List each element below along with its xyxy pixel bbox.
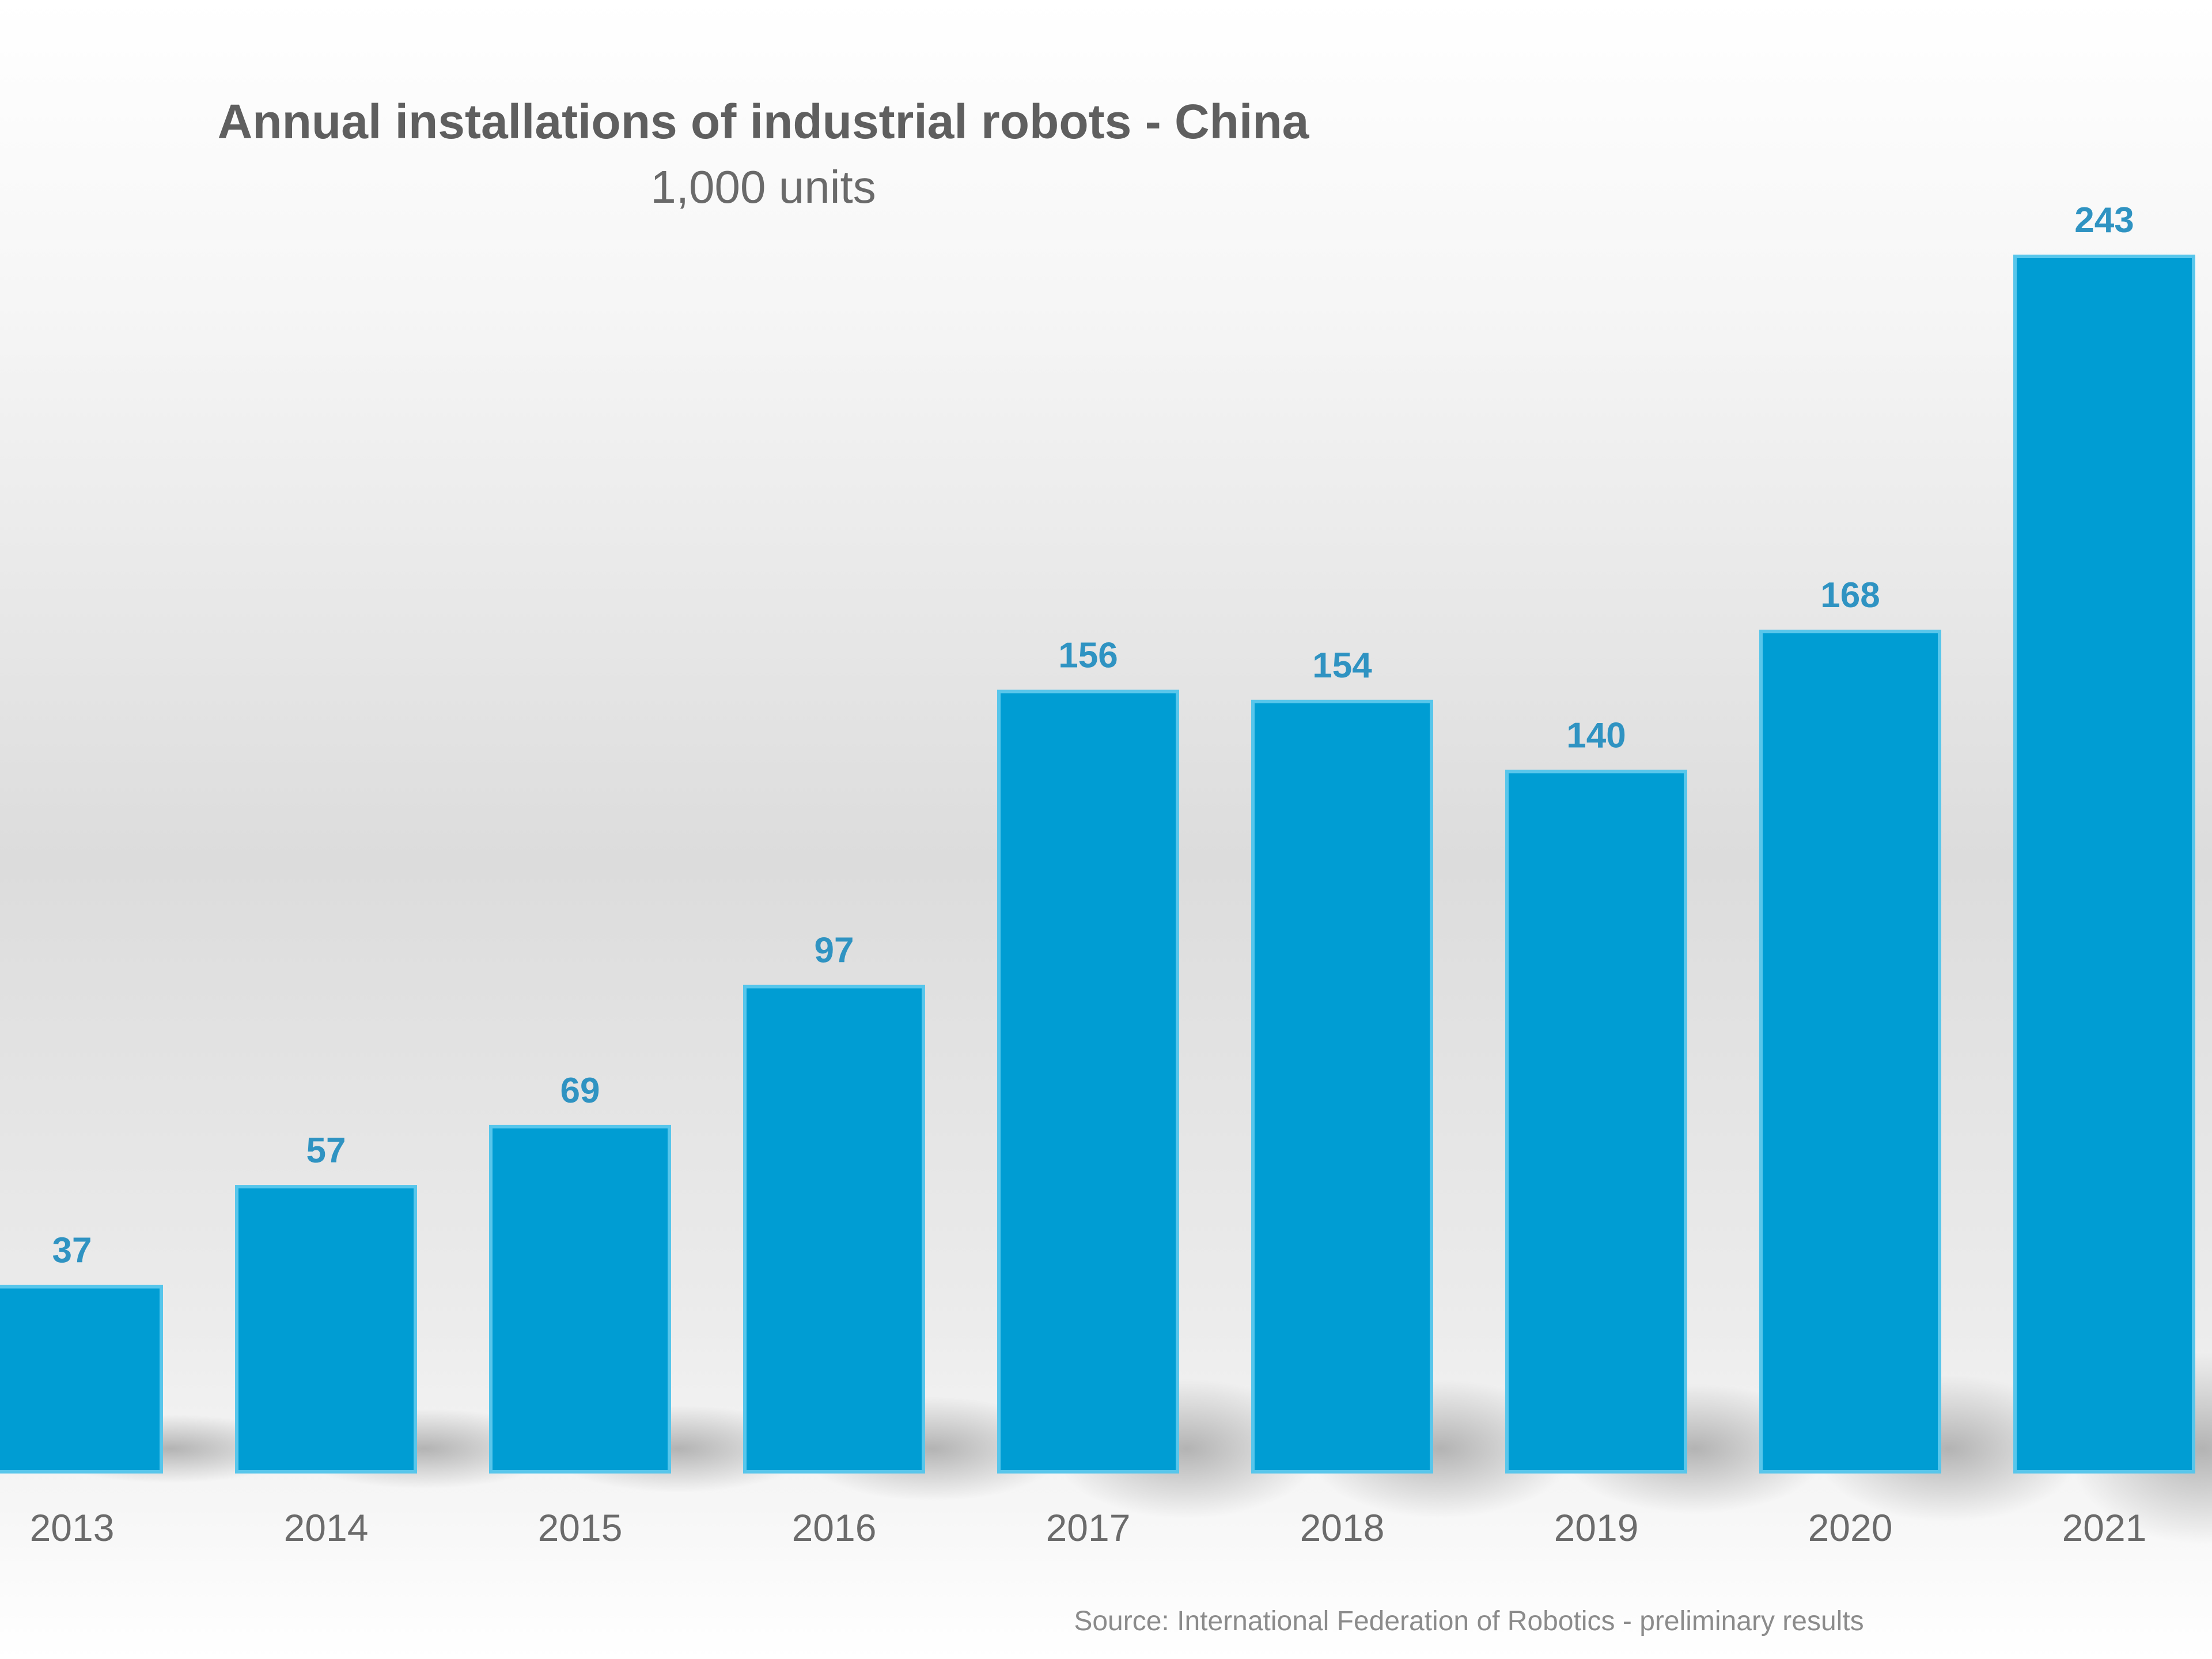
- value-label-2019: 140: [1566, 715, 1626, 755]
- chart-subtitle: 1,000 units: [650, 161, 876, 213]
- bar-2015: [489, 1124, 671, 1474]
- chart-title: Annual installations of industrial robot…: [218, 94, 1310, 149]
- value-label-2021: 243: [2074, 200, 2134, 240]
- category-label-2020: 2020: [1808, 1506, 1893, 1549]
- category-label-2016: 2016: [792, 1506, 877, 1549]
- source-note: Source: International Federation of Robo…: [1074, 1606, 1863, 1637]
- category-labels: 2013 2014 2015 2016 2017 2018 2019 2020 2021: [30, 1506, 2147, 1549]
- category-label-2013: 2013: [30, 1506, 115, 1549]
- bar-2014: [235, 1185, 417, 1474]
- category-label-2021: 2021: [2062, 1506, 2147, 1549]
- bar-2016: [743, 984, 925, 1474]
- bar-2017: [997, 690, 1179, 1474]
- bar-2013: [0, 1285, 163, 1474]
- bar-2020: [1759, 630, 1941, 1474]
- value-label-2020: 168: [1820, 575, 1880, 615]
- value-label-2015: 69: [560, 1071, 600, 1111]
- category-label-2014: 2014: [284, 1506, 369, 1549]
- category-label-2015: 2015: [538, 1506, 623, 1549]
- category-label-2019: 2019: [1554, 1506, 1639, 1549]
- value-label-2017: 156: [1058, 635, 1118, 675]
- bar-2019: [1505, 770, 1687, 1474]
- value-label-2013: 37: [52, 1231, 92, 1271]
- value-label-2018: 154: [1312, 646, 1372, 685]
- bars: [0, 255, 2195, 1474]
- bar-2021: [2013, 255, 2195, 1474]
- bar-2018: [1251, 699, 1433, 1474]
- category-label-2018: 2018: [1300, 1506, 1385, 1549]
- value-labels: 37 57 69 97 156 154 140 168 243: [52, 200, 2134, 1271]
- value-label-2014: 57: [306, 1131, 346, 1171]
- value-label-2016: 97: [815, 931, 854, 971]
- category-label-2017: 2017: [1046, 1506, 1131, 1549]
